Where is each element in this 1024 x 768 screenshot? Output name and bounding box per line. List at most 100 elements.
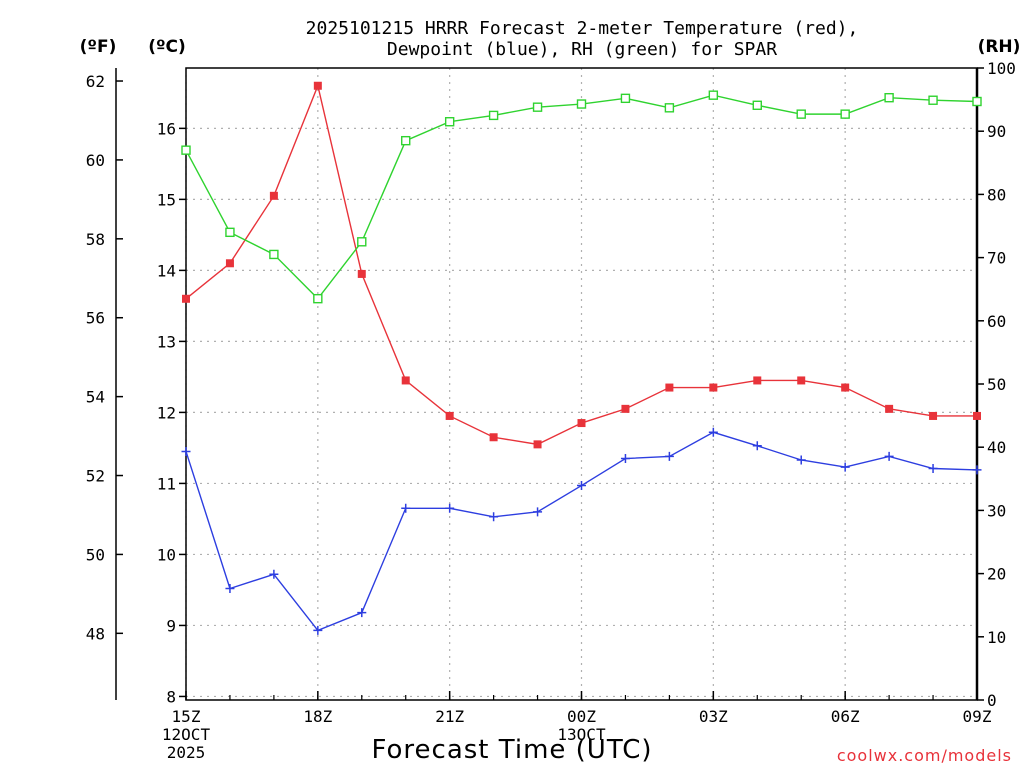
temperature-point <box>489 433 498 442</box>
rh-point <box>708 90 719 100</box>
rh-tick-label: 10 <box>987 628 1006 647</box>
fahrenheit-tick-label: 62 <box>86 72 105 91</box>
rh-point <box>796 109 806 119</box>
temperature-point <box>182 294 190 303</box>
rh-point <box>532 102 543 112</box>
x-tick-label: 15Z <box>172 707 201 726</box>
rh-tick-label: 0 <box>987 691 997 710</box>
dewpoint-point <box>489 512 499 522</box>
celsius-tick-label: 9 <box>166 616 176 635</box>
temperature-point <box>445 411 454 420</box>
rh-point <box>269 249 279 260</box>
celsius-tick-label: 13 <box>157 332 176 351</box>
x-tick-label: 21Z <box>435 707 464 726</box>
celsius-tick-label: 15 <box>157 190 176 209</box>
temperature-point <box>973 411 981 420</box>
temperature-point <box>929 411 938 420</box>
rh-tick-label: 70 <box>987 249 1006 268</box>
temperature-point <box>885 404 894 413</box>
fahrenheit-unit-label: (ºF) <box>80 37 117 57</box>
dewpoint-point <box>752 441 762 451</box>
x-tick-label: 2025 <box>167 743 206 762</box>
chart-title-line1: 2025101215 HRRR Forecast 2-meter Tempera… <box>306 18 859 39</box>
rh-point <box>752 100 762 110</box>
dewpoint-point <box>445 503 455 513</box>
rh-point <box>576 99 587 109</box>
temperature-point <box>313 81 322 90</box>
temperature-point <box>357 269 366 278</box>
dewpoint-point <box>357 608 367 618</box>
dewpoint-point <box>796 455 806 465</box>
x-tick-label: 09Z <box>963 707 992 726</box>
rh-point <box>664 103 675 113</box>
dewpoint-point <box>181 446 191 456</box>
fahrenheit-tick-label: 54 <box>86 388 105 407</box>
x-tick-label: 06Z <box>831 707 860 726</box>
rh-point <box>488 110 499 121</box>
axis-ticks: 8 9 10 11 12 13 14 15 16 48 50 52 54 56 58 60 62 0 10 20 30 4… <box>86 59 1016 762</box>
rh-point <box>928 95 938 105</box>
temperature-point <box>797 376 806 385</box>
fahrenheit-tick-label: 60 <box>86 151 105 170</box>
dewpoint-point <box>577 481 586 491</box>
rh-tick-label: 40 <box>987 438 1006 457</box>
rh-tick-label: 100 <box>987 59 1016 78</box>
celsius-tick-label: 11 <box>157 474 176 493</box>
rh-tick-label: 80 <box>987 185 1006 204</box>
dewpoint-point <box>225 584 235 594</box>
temperature-point <box>753 376 762 385</box>
celsius-tick-label: 12 <box>157 403 176 422</box>
rh-point <box>313 293 323 304</box>
celsius-tick-label: 8 <box>166 687 176 706</box>
rh-tick-label: 30 <box>987 501 1006 520</box>
rh-point <box>444 117 455 127</box>
chart-title-line2: Dewpoint (blue), RH (green) for SPAR <box>387 39 777 60</box>
credit-text: coolwx.com/models <box>837 746 1012 765</box>
celsius-unit-label: (ºC) <box>148 37 186 57</box>
x-tick-label: 18Z <box>303 707 332 726</box>
rh-point <box>620 93 631 104</box>
dewpoint-point <box>928 464 938 474</box>
rh-point <box>357 237 367 247</box>
temperature-point <box>225 259 234 268</box>
celsius-tick-label: 10 <box>157 545 176 564</box>
temperature-point <box>621 404 630 413</box>
temperature-point <box>533 440 542 449</box>
grid-lines <box>185 68 978 700</box>
x-tick-label: 03Z <box>699 707 728 726</box>
temperature-point <box>665 383 674 392</box>
dewpoint-point <box>313 625 323 635</box>
x-tick-label: 00Z <box>567 707 596 726</box>
fahrenheit-tick-label: 48 <box>86 624 105 643</box>
dewpoint-point <box>972 465 982 475</box>
dewpoint-point <box>269 569 279 579</box>
x-tick-label: 13OCT <box>557 725 606 744</box>
x-axis-label: Forecast Time (UTC) <box>371 735 652 765</box>
fahrenheit-tick-label: 50 <box>86 545 105 564</box>
rh-unit-label: (RH) <box>978 37 1021 57</box>
fahrenheit-tick-label: 58 <box>86 230 105 249</box>
fahrenheit-tick-label: 52 <box>86 467 105 486</box>
dewpoint-point <box>840 462 850 472</box>
rh-tick-label: 50 <box>987 375 1006 394</box>
rh-point <box>972 96 982 107</box>
temperature-point <box>709 383 718 392</box>
rh-point <box>181 145 191 155</box>
temperature-point <box>841 383 850 392</box>
dewpoint-point <box>620 454 630 464</box>
celsius-tick-label: 16 <box>157 119 176 138</box>
rh-point <box>840 109 850 119</box>
rh-point <box>884 93 894 103</box>
x-tick-label: 12OCT <box>162 725 211 744</box>
rh-point <box>225 227 235 238</box>
rh-tick-label: 20 <box>987 565 1006 584</box>
temperature-point <box>577 419 586 428</box>
dewpoint-point <box>401 503 411 513</box>
data-series <box>181 81 982 635</box>
dewpoint-point <box>884 451 894 461</box>
celsius-tick-label: 14 <box>157 261 176 280</box>
rh-point <box>401 135 411 146</box>
rh-tick-label: 90 <box>987 122 1006 141</box>
fahrenheit-tick-label: 56 <box>86 309 105 328</box>
